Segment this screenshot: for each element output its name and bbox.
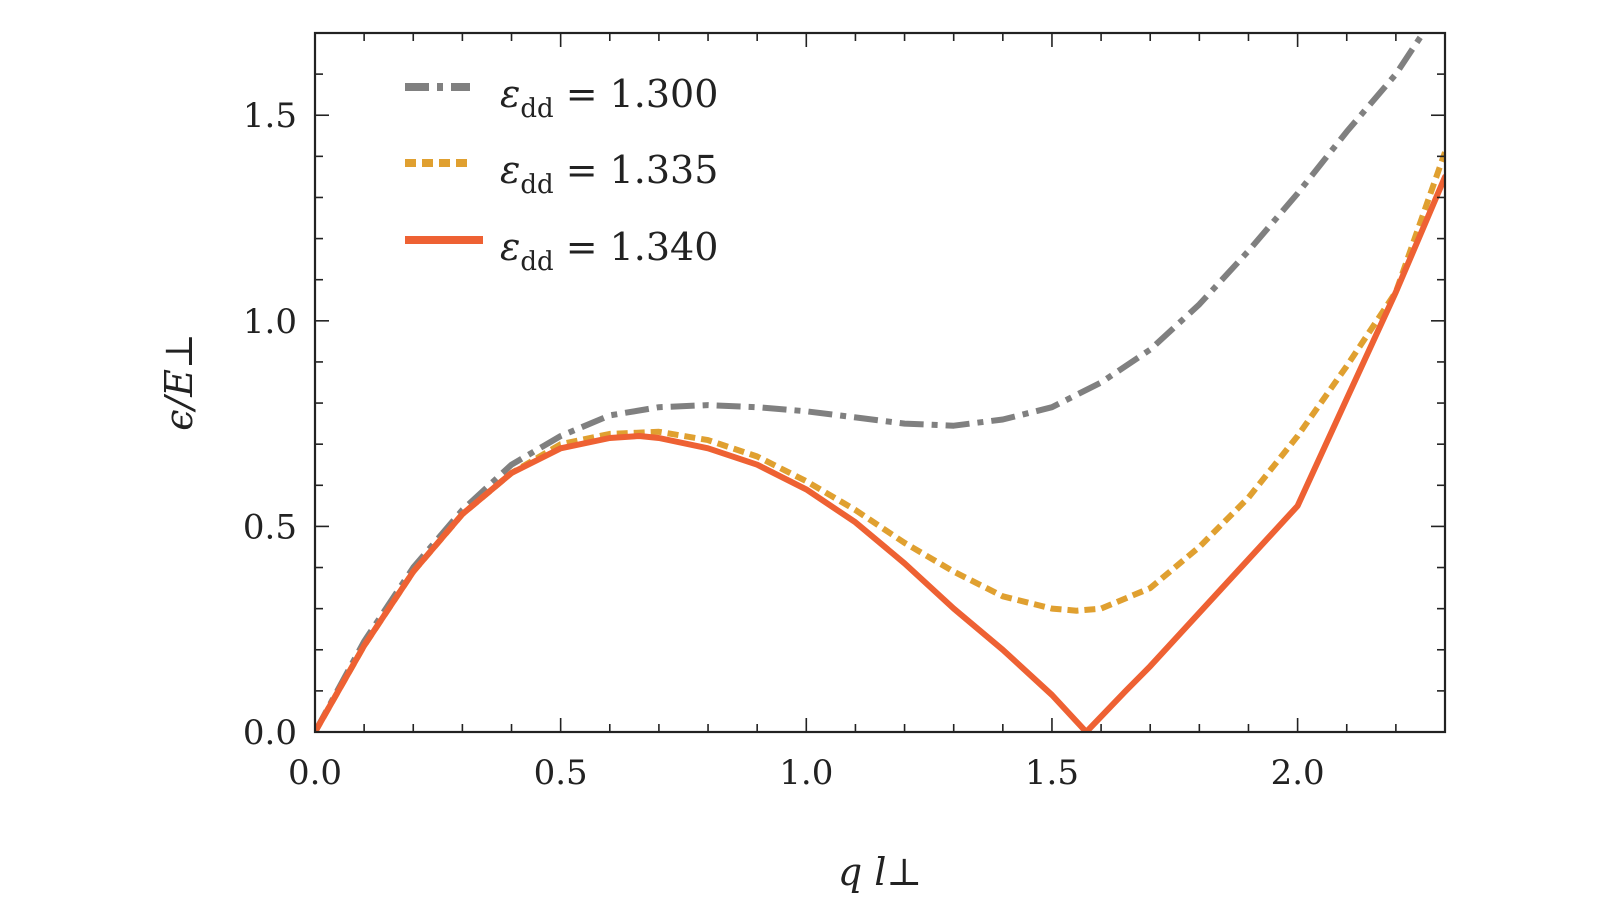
legend-symbol-series-1: ε	[500, 72, 520, 116]
y-axis-label: ϵ/E⊥	[157, 333, 201, 431]
legend-label-series-1: εdd = 1.300	[500, 72, 718, 124]
legend-label-series-2: εdd = 1.335	[500, 148, 718, 200]
series-line-3	[315, 173, 1445, 732]
legend-value-series-1: = 1.300	[566, 72, 719, 116]
x-axis-label: q l⊥	[838, 850, 922, 894]
legend: εdd = 1.300 εdd = 1.335 εdd = 1.340	[405, 72, 718, 277]
y-tick-label: 0.0	[243, 713, 297, 753]
legend-value-series-3: = 1.340	[566, 225, 719, 269]
legend-subscript-series-1: dd	[520, 94, 553, 124]
x-tick-label: 1.0	[779, 753, 833, 793]
series-line-2	[315, 151, 1445, 732]
legend-value-series-2: = 1.335	[566, 148, 719, 192]
series-layer	[315, 35, 1445, 732]
legend-subscript-series-3: dd	[520, 247, 553, 277]
legend-symbol-series-2: ε	[500, 148, 520, 192]
x-tick-label: 2.0	[1271, 753, 1325, 793]
y-tick-label: 0.5	[243, 507, 297, 547]
ticks-layer	[314, 32, 1446, 733]
legend-label-series-3: εdd = 1.340	[500, 225, 718, 277]
series-line-1	[315, 35, 1423, 732]
plot-frame	[313, 31, 1447, 734]
x-tick-label: 1.5	[1025, 753, 1079, 793]
y-tick-label: 1.5	[243, 96, 297, 136]
y-tick-label: 1.0	[243, 302, 297, 342]
x-tick-label: 0.5	[534, 753, 588, 793]
legend-subscript-series-2: dd	[520, 170, 553, 200]
legend-symbol-series-3: ε	[500, 225, 520, 269]
x-tick-label: 0.0	[288, 753, 342, 793]
tick-labels-layer: 0.0 0.5 1.0 1.5 2.0 0.0 0.5 1.0 1.5	[243, 96, 1325, 793]
